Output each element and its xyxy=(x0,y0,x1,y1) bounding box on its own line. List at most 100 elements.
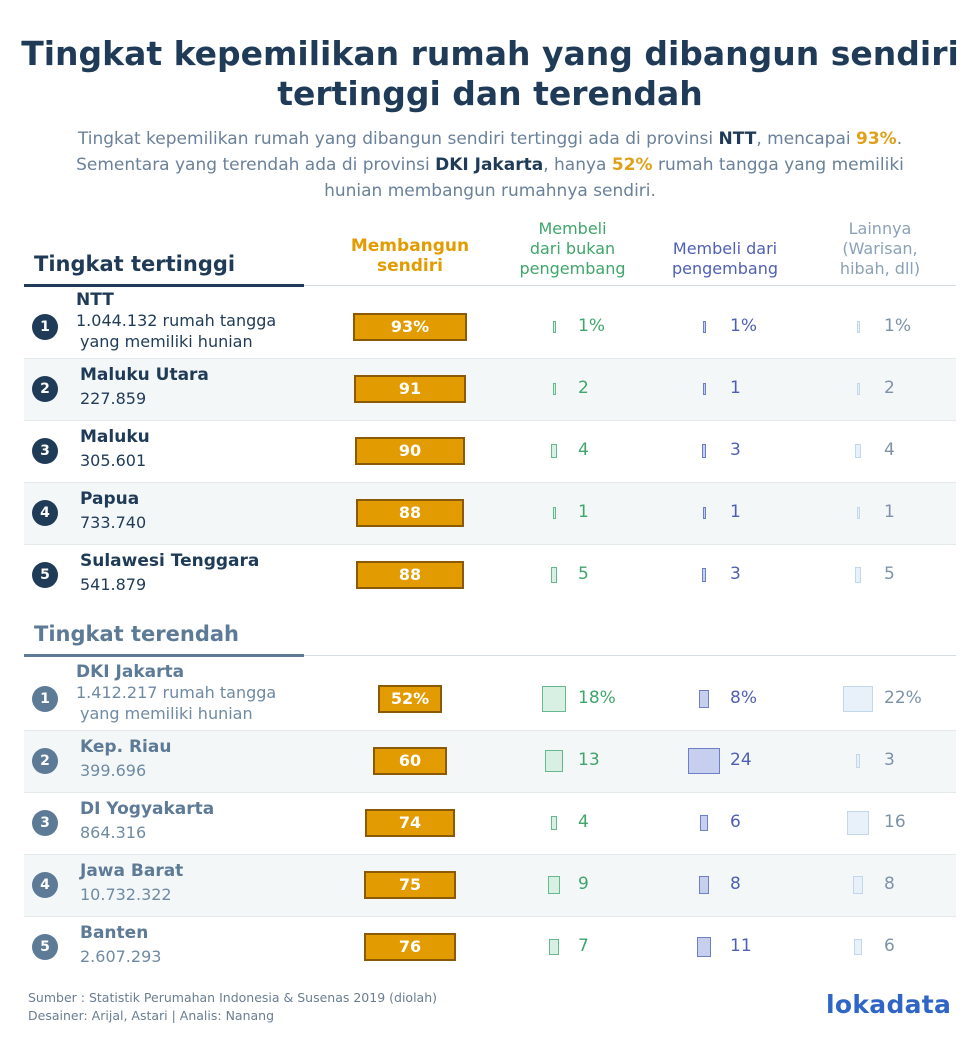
value-other: 3 xyxy=(884,750,895,770)
section-title-highest: Tingkat tertinggi xyxy=(34,252,236,276)
bar-built: 88 xyxy=(356,499,464,527)
bar-non-dev xyxy=(552,382,556,396)
value-dev: 11 xyxy=(730,936,752,956)
value-dev: 1% xyxy=(730,316,757,336)
household-count: 227.859 xyxy=(80,389,147,408)
bar-dev xyxy=(702,507,706,519)
bar-built: 91 xyxy=(354,375,466,403)
value-other: 2 xyxy=(884,378,895,398)
bar-non-dev xyxy=(551,815,557,831)
household-count: 2.607.293 xyxy=(80,947,162,966)
bar-built: 88 xyxy=(356,561,464,589)
credits-note: Desainer: Arijal, Astari | Analis: Nanan… xyxy=(28,1008,275,1023)
bar-other xyxy=(852,876,864,894)
column-header-developer: Membeli dari pengembang xyxy=(672,239,778,278)
row-divider xyxy=(24,916,956,917)
value-other: 1 xyxy=(884,502,895,522)
bar-dev xyxy=(688,748,720,774)
rank-badge: 3 xyxy=(32,438,58,464)
household-count-line: 1.044.132 rumah tangga xyxy=(76,311,276,330)
bar-dev xyxy=(698,690,710,708)
province-name: Kep. Riau xyxy=(80,737,172,757)
column-header-built: Membangun sendiri xyxy=(350,236,470,276)
row-divider xyxy=(24,544,956,545)
title-line-2: tertinggi dan terendah xyxy=(277,74,703,113)
bar-non-dev xyxy=(548,875,560,895)
bar-other xyxy=(854,567,862,583)
province-name: DI Yogyakarta xyxy=(80,799,215,819)
bar-dev xyxy=(702,568,706,582)
bar-built: 74 xyxy=(364,809,456,837)
table-row-background xyxy=(24,854,956,916)
bar-dev xyxy=(696,936,712,958)
value-dev: 3 xyxy=(730,440,741,460)
value-other: 16 xyxy=(884,812,906,832)
province-name: Banten xyxy=(80,923,149,943)
value-non-dev: 4 xyxy=(578,812,589,832)
bar-non-dev xyxy=(545,749,563,773)
province-name: Maluku xyxy=(80,427,150,447)
rank-badge: 4 xyxy=(32,500,58,526)
province-name: Papua xyxy=(80,489,140,509)
rank-badge: 2 xyxy=(32,748,58,774)
bar-non-dev xyxy=(551,443,557,459)
bar-built: 90 xyxy=(355,437,465,465)
value-non-dev: 5 xyxy=(578,564,589,584)
province-name: DKI Jakarta xyxy=(76,662,185,682)
value-dev: 1 xyxy=(730,502,741,522)
row-divider xyxy=(24,854,956,855)
value-other: 22% xyxy=(884,688,922,708)
value-dev: 8% xyxy=(730,688,757,708)
bar-other xyxy=(856,382,860,396)
bar-other xyxy=(856,507,860,519)
bar-non-dev xyxy=(550,567,558,583)
header-rule-highest xyxy=(304,285,956,286)
value-dev: 1 xyxy=(730,378,741,398)
subtitle-line-2: Sementara yang terendah ada di provinsi … xyxy=(76,155,904,175)
province-name: Sulawesi Tenggara xyxy=(80,551,260,571)
value-other: 6 xyxy=(884,936,895,956)
household-count: 864.316 xyxy=(80,823,147,842)
household-note-text: rumah tangga xyxy=(162,683,277,702)
value-non-dev: 9 xyxy=(578,874,589,894)
bar-other xyxy=(855,443,861,459)
value-non-dev: 1% xyxy=(578,316,605,336)
bar-built: 76 xyxy=(363,933,457,961)
value-other: 8 xyxy=(884,874,895,894)
bar-other xyxy=(854,938,862,956)
value-non-dev: 7 xyxy=(578,936,589,956)
page-title: Tingkat kepemilikan rumah yang dibangun … xyxy=(0,34,980,114)
province-name: Maluku Utara xyxy=(80,365,209,385)
household-count-line: 1.412.217 rumah tangga xyxy=(76,683,276,702)
household-count: 1.412.217 xyxy=(76,683,158,702)
household-note-2: yang memiliki hunian xyxy=(80,332,253,351)
household-count: 399.696 xyxy=(80,761,147,780)
value-dev: 24 xyxy=(730,750,752,770)
bar-built: 75 xyxy=(364,871,456,899)
rank-badge: 1 xyxy=(32,686,58,712)
value-dev: 6 xyxy=(730,812,741,832)
rank-badge: 1 xyxy=(32,314,58,340)
value-non-dev: 13 xyxy=(578,750,600,770)
title-line-1: Tingkat kepemilikan rumah yang dibangun … xyxy=(21,34,959,73)
bar-other xyxy=(856,754,860,768)
bar-built: 60 xyxy=(373,747,447,775)
row-divider xyxy=(24,730,956,731)
subtitle-line-1: Tingkat kepemilikan rumah yang dibangun … xyxy=(77,129,903,149)
rank-badge: 3 xyxy=(32,810,58,836)
value-other: 4 xyxy=(884,440,895,460)
row-divider xyxy=(24,358,956,359)
value-dev: 3 xyxy=(730,564,741,584)
section-rule-lowest xyxy=(24,654,304,657)
bar-other xyxy=(856,321,860,333)
rank-badge: 2 xyxy=(32,376,58,402)
value-other: 1% xyxy=(884,316,911,336)
bar-other xyxy=(843,686,873,712)
bar-non-dev xyxy=(552,507,556,519)
column-header-other: Lainnya (Warisan, hibah, dll) xyxy=(839,219,921,278)
bar-dev xyxy=(702,321,706,333)
value-non-dev: 2 xyxy=(578,378,589,398)
subtitle-line-3: hunian membangun rumahnya sendiri. xyxy=(324,181,656,201)
column-header-non-developer: Membeli dari bukan pengembang xyxy=(519,219,626,278)
bar-built: 93% xyxy=(353,313,467,341)
